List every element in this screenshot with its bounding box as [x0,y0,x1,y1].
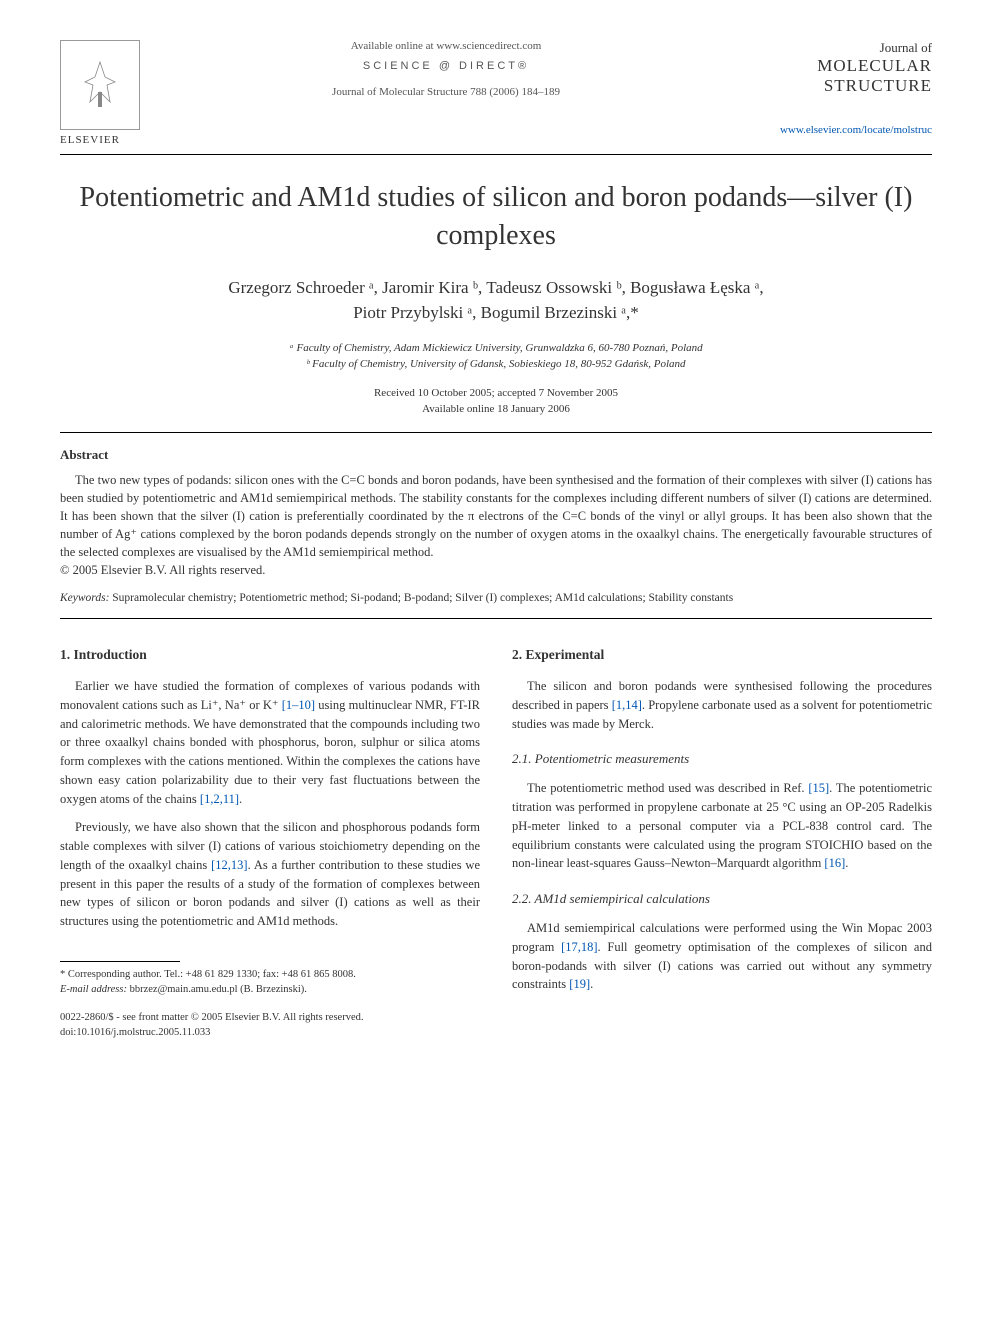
header-rule [60,154,932,155]
keywords-text: Supramolecular chemistry; Potentiometric… [109,592,733,604]
header-center: Available online at www.sciencedirect.co… [140,40,752,98]
keywords-label: Keywords: [60,592,109,604]
intro-p1-text-c: . [239,792,242,806]
abstract-heading: Abstract [60,447,932,463]
keywords-line: Keywords: Supramolecular chemistry; Pote… [60,592,932,604]
authors-line-2: Piotr Przybylski ᵃ, Bogumil Brzezinski ᵃ… [60,300,932,326]
left-column: 1. Introduction Earlier we have studied … [60,647,480,1041]
two-column-body: 1. Introduction Earlier we have studied … [60,647,932,1041]
right-column: 2. Experimental The silicon and boron po… [512,647,932,1041]
subsection-2-1-heading: 2.1. Potentiometric measurements [512,751,932,767]
ref-link-1-14[interactable]: [1,14] [612,698,642,712]
journal-title-small: Journal of [752,40,932,56]
intro-heading: 1. Introduction [60,647,480,663]
email-address: bbrzez@main.amu.edu.pl (B. Brzezinski). [127,984,307,995]
elsevier-tree-icon [60,40,140,130]
abstract-copyright: © 2005 Elsevier B.V. All rights reserved… [60,563,932,578]
journal-homepage-link[interactable]: www.elsevier.com/locate/molstruc [752,124,932,136]
intro-paragraph-1: Earlier we have studied the formation of… [60,677,480,808]
article-title: Potentiometric and AM1d studies of silic… [60,179,932,255]
affiliations-block: ᵃ Faculty of Chemistry, Adam Mickiewicz … [60,340,932,373]
intro-p1-text-b: using multinuclear NMR, FT-IR and calori… [60,698,480,806]
footnote-separator [60,961,180,962]
dates-block: Received 10 October 2005; accepted 7 Nov… [60,385,932,418]
experimental-heading: 2. Experimental [512,647,932,663]
ref-link-19[interactable]: [19] [569,977,590,991]
subsection-2-2-heading: 2.2. AM1d semiempirical calculations [512,891,932,907]
available-online-text: Available online at www.sciencedirect.co… [140,40,752,52]
intro-paragraph-2: Previously, we have also shown that the … [60,818,480,931]
affiliation-a: ᵃ Faculty of Chemistry, Adam Mickiewicz … [60,340,932,357]
abstract-text: The two new types of podands: silicon on… [60,471,932,562]
ref-link-12-13[interactable]: [12,13] [211,858,247,872]
authors-line-1: Grzegorz Schroeder ᵃ, Jaromir Kira ᵇ, Ta… [60,275,932,301]
email-label: E-mail address: [60,984,127,995]
ref-link-16[interactable]: [16] [824,856,845,870]
affiliation-b: ᵇ Faculty of Chemistry, University of Gd… [60,356,932,373]
journal-title-large-2: STRUCTURE [752,76,932,96]
sub21-p1-text-c: . [845,856,848,870]
journal-reference: Journal of Molecular Structure 788 (2006… [140,86,752,98]
corr-author-email-line: E-mail address: bbrzez@main.amu.edu.pl (… [60,983,480,998]
abstract-bottom-rule [60,618,932,619]
ref-link-1-2-11[interactable]: [1,2,11] [200,792,239,806]
page-header: ELSEVIER Available online at www.science… [60,40,932,146]
exp-paragraph-1: The silicon and boron podands were synth… [512,677,932,733]
sub21-p1-text-a: The potentiometric method used was descr… [527,781,808,795]
corr-author-contact: * Corresponding author. Tel.: +48 61 829… [60,968,480,983]
ref-link-15[interactable]: [15] [808,781,829,795]
science-direct-logo: SCIENCE @ DIRECT® [140,60,752,72]
ref-link-1-10[interactable]: [1–10] [282,698,315,712]
sub22-paragraph-1: AM1d semiempirical calculations were per… [512,919,932,994]
doi-line: doi:10.1016/j.molstruc.2005.11.033 [60,1026,480,1041]
journal-title-large-1: MOLECULAR [752,56,932,76]
corresponding-author-footnote: * Corresponding author. Tel.: +48 61 829… [60,968,480,997]
journal-title-block: Journal of MOLECULAR STRUCTURE www.elsev… [752,40,932,136]
sub21-paragraph-1: The potentiometric method used was descr… [512,779,932,873]
online-date: Available online 18 January 2006 [60,401,932,418]
sub22-p1-text-c: . [590,977,593,991]
publisher-name: ELSEVIER [60,134,140,146]
footer-block: 0022-2860/$ - see front matter © 2005 El… [60,1011,480,1040]
abstract-top-rule [60,432,932,433]
issn-front-matter: 0022-2860/$ - see front matter © 2005 El… [60,1011,480,1026]
publisher-logo-block: ELSEVIER [60,40,140,146]
authors-block: Grzegorz Schroeder ᵃ, Jaromir Kira ᵇ, Ta… [60,275,932,326]
ref-link-17-18[interactable]: [17,18] [561,940,597,954]
received-date: Received 10 October 2005; accepted 7 Nov… [60,385,932,402]
